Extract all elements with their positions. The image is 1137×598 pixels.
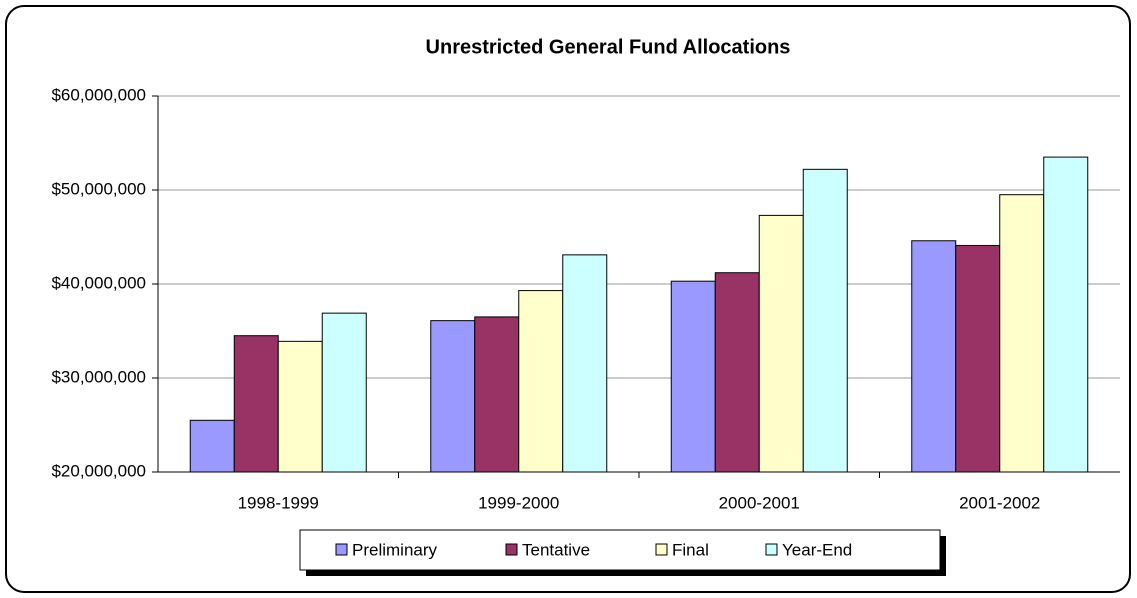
bar	[670, 280, 716, 473]
x-tick-label: 1999-2000	[478, 493, 559, 512]
bar	[321, 312, 367, 473]
x-tick-label: 2000-2001	[719, 493, 800, 512]
bar	[562, 254, 608, 473]
chart-title: Unrestricted General Fund Allocations	[426, 36, 791, 58]
y-tick-label: $30,000,000	[51, 367, 146, 386]
legend-box	[299, 529, 941, 571]
legend-swatch	[335, 543, 348, 556]
legend-swatch	[655, 543, 668, 556]
y-tick-label: $40,000,000	[51, 273, 146, 292]
bar	[955, 244, 1001, 473]
bar	[430, 320, 476, 473]
legend-swatch	[765, 543, 778, 556]
bar	[1043, 156, 1089, 473]
bar	[714, 272, 760, 473]
x-tick-label: 1998-1999	[238, 493, 319, 512]
legend-swatch	[505, 543, 518, 556]
bar	[911, 240, 957, 473]
bar	[233, 335, 279, 473]
y-tick-label: $20,000,000	[51, 461, 146, 480]
bar	[758, 214, 804, 473]
y-tick-label: $60,000,000	[51, 85, 146, 104]
y-tick-label: $50,000,000	[51, 179, 146, 198]
bar	[277, 340, 323, 473]
x-tick-label: 2001-2002	[959, 493, 1040, 512]
bar	[802, 168, 848, 473]
bar	[999, 194, 1045, 473]
bar	[518, 290, 564, 473]
legend-label: Preliminary	[352, 540, 438, 559]
legend-label: Final	[672, 540, 709, 559]
bar	[189, 419, 235, 473]
bar	[474, 316, 520, 473]
legend-label: Year-End	[782, 540, 852, 559]
legend-label: Tentative	[522, 540, 590, 559]
